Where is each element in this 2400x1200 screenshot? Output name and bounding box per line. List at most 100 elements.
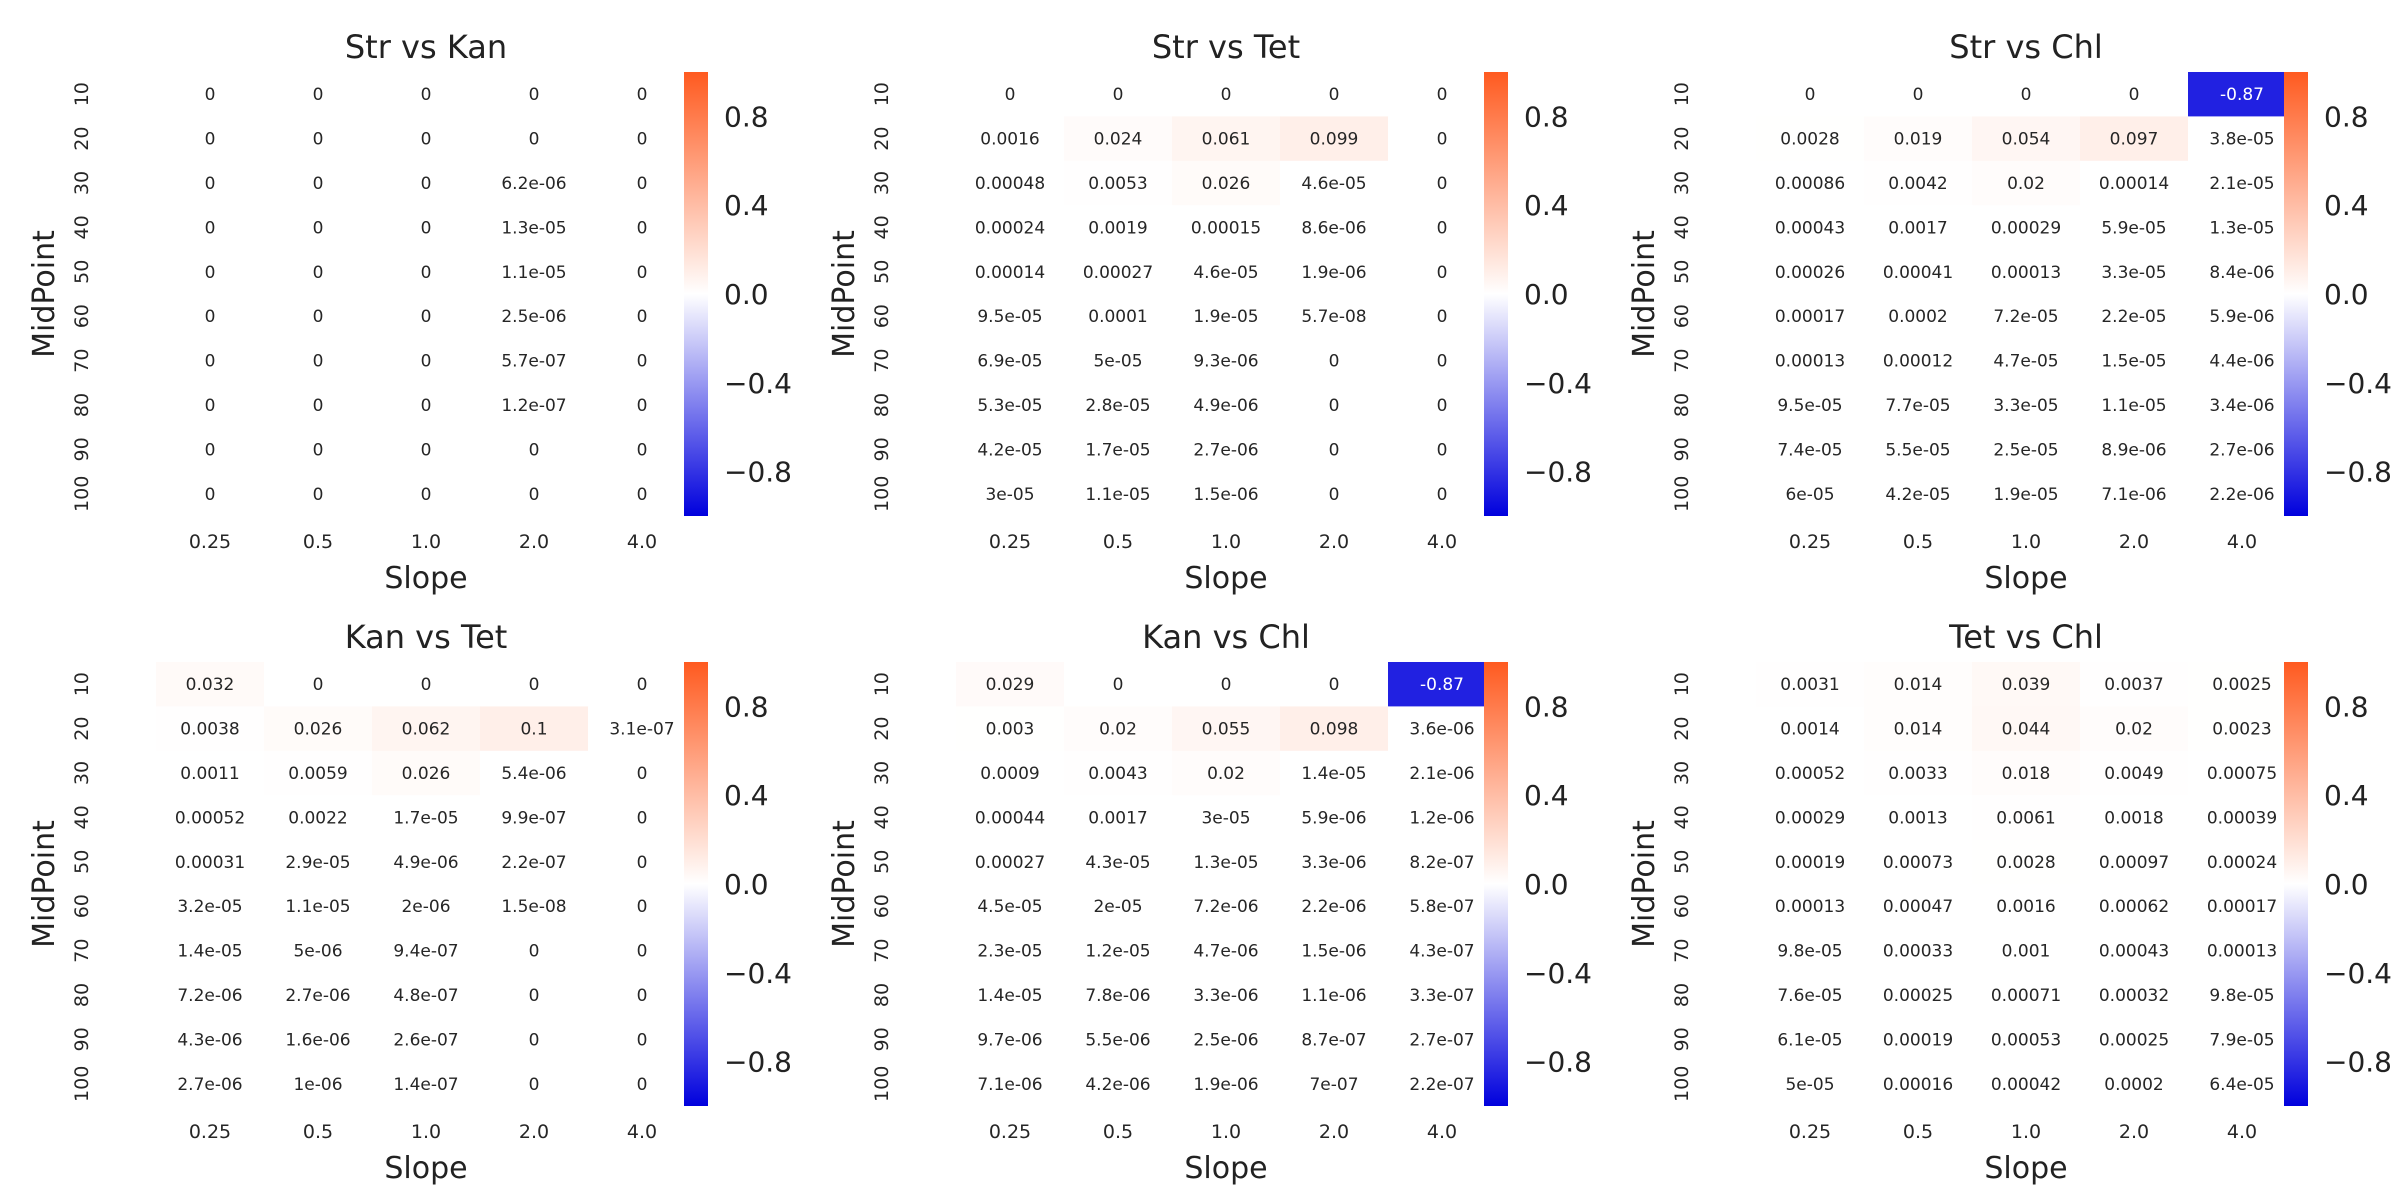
x-tick-label: 0.25 — [989, 531, 1031, 553]
cell-value-label: 1.2e-06 — [1409, 808, 1474, 828]
x-axis-label: Slope — [1984, 561, 2067, 596]
heatmap-cell — [1388, 116, 1497, 162]
cell-value-label: 6.2e-06 — [501, 174, 566, 194]
cell-value-label: 0 — [637, 440, 648, 460]
heatmap-cell — [1172, 750, 1281, 796]
y-tick-label: 30 — [1671, 761, 1693, 785]
cell-value-label: 6e-05 — [1785, 485, 1834, 505]
cell-value-label: 0.062 — [402, 720, 451, 740]
x-tick-label: 0.25 — [189, 531, 231, 553]
cell-value-label: 4.2e-05 — [1885, 485, 1950, 505]
heatmap-cell — [1172, 72, 1281, 117]
cell-value-label: 2.1e-05 — [2209, 174, 2274, 194]
cell-value-label: 0 — [421, 85, 432, 105]
heatmap-cell — [2188, 471, 2297, 517]
x-tick-label: 4.0 — [627, 1121, 657, 1143]
x-tick-label: 0.5 — [1903, 531, 1933, 553]
cell-value-label: 4.3e-05 — [1085, 853, 1150, 873]
heatmap-cell — [156, 839, 265, 885]
cell-value-label: 7.8e-06 — [1085, 986, 1150, 1006]
y-tick-label: 10 — [871, 672, 893, 696]
cell-value-label: 0 — [421, 174, 432, 194]
heatmap-cell — [2080, 205, 2189, 251]
cell-value-label: 2.2e-07 — [1409, 1075, 1474, 1095]
cell-value-label: 2.2e-07 — [501, 853, 566, 873]
y-tick-label: 90 — [1671, 437, 1693, 461]
x-tick-label: 2.0 — [519, 531, 549, 553]
heatmap-cell — [372, 427, 481, 473]
heatmap-cell — [1864, 72, 1973, 117]
cell-value-label: 5.8e-07 — [1409, 897, 1474, 917]
x-axis-label: Slope — [1184, 1151, 1267, 1186]
heatmap-cell — [1280, 382, 1389, 428]
heatmap-cell — [372, 884, 481, 929]
heatmap-cell — [956, 160, 1065, 206]
heatmap-cell — [1172, 294, 1281, 339]
cell-value-label: 7.2e-06 — [177, 986, 242, 1006]
x-tick-label: 0.25 — [989, 1121, 1031, 1143]
heatmap-cell — [480, 706, 589, 752]
cell-value-label: 8.6e-06 — [1301, 218, 1366, 238]
y-tick-label: 10 — [71, 82, 93, 106]
heatmap-cell — [1064, 205, 1173, 251]
heatmap-cell — [588, 972, 697, 1018]
x-tick-label: 2.0 — [2119, 531, 2149, 553]
heatmap-cell — [956, 338, 1065, 384]
heatmap-cell — [1864, 160, 1973, 206]
cell-value-label: 0.039 — [2002, 675, 2051, 695]
cell-value-label: 0.003 — [986, 720, 1035, 740]
heatmap-cell — [1972, 294, 2081, 339]
cell-value-label: 0 — [529, 85, 540, 105]
heatmap-title: Tet vs Chl — [1948, 618, 2103, 656]
heatmap-cell — [1864, 382, 1973, 428]
heatmap-cell — [1172, 160, 1281, 206]
cell-value-label: 0.0033 — [1888, 764, 1947, 784]
cell-value-label: 1.9e-06 — [1301, 263, 1366, 283]
cell-value-label: 0.00017 — [2207, 897, 2277, 917]
heatmap-cell — [1756, 972, 1865, 1018]
cell-value-label: 4.6e-05 — [1193, 263, 1258, 283]
heatmap-cell — [1864, 338, 1973, 384]
cell-value-label: 0.044 — [2002, 720, 2051, 740]
heatmap-cell — [480, 795, 589, 841]
x-tick-label: 2.0 — [1319, 531, 1349, 553]
cell-value-label: 6.9e-05 — [977, 352, 1042, 372]
cell-value-label: 0 — [1329, 675, 1340, 695]
cell-value-label: 0 — [529, 485, 540, 505]
cell-value-label: 3.3e-06 — [1301, 853, 1366, 873]
cell-value-label: 9.9e-07 — [501, 808, 566, 828]
cell-value-label: 4.9e-06 — [1193, 396, 1258, 416]
colorbar-tick-label: −0.8 — [2324, 456, 2392, 489]
heatmap-cell — [1388, 662, 1497, 707]
heatmap-cell — [264, 249, 373, 295]
y-tick-label: 10 — [871, 82, 893, 106]
cell-value-label: 0 — [637, 174, 648, 194]
cell-value-label: 0 — [2129, 85, 2140, 105]
y-axis-label: MidPoint — [827, 820, 862, 948]
cell-value-label: 0 — [313, 440, 324, 460]
heatmap-cell — [588, 795, 697, 841]
heatmap-cell — [2080, 884, 2189, 929]
cell-value-label: 0.00014 — [2099, 174, 2169, 194]
cell-value-label: 0 — [205, 130, 216, 150]
cell-value-label: 5.7e-08 — [1301, 307, 1366, 327]
cell-value-label: 1.5e-06 — [1193, 485, 1258, 505]
heatmap-cell — [588, 294, 697, 339]
heatmap-cell — [372, 249, 481, 295]
heatmap-cell — [156, 1061, 265, 1107]
cell-value-label: 0 — [637, 675, 648, 695]
cell-value-label: 0.00073 — [1883, 853, 1953, 873]
cell-value-label: 0.00075 — [2207, 764, 2277, 784]
cell-value-label: 4.3e-06 — [177, 1030, 242, 1050]
cell-value-label: 0.1 — [520, 720, 547, 740]
cell-value-label: 0.00017 — [1775, 307, 1845, 327]
heatmap-cell — [1388, 160, 1497, 206]
heatmap-cell — [1756, 662, 1865, 707]
heatmap-cell — [1172, 249, 1281, 295]
heatmap-cell — [1864, 1017, 1973, 1063]
cell-value-label: 0.00041 — [1883, 263, 1953, 283]
cell-value-label: 1.9e-05 — [1993, 485, 2058, 505]
cell-value-label: 0 — [421, 396, 432, 416]
colorbar — [2284, 662, 2308, 1106]
heatmap-cell — [1280, 338, 1389, 384]
